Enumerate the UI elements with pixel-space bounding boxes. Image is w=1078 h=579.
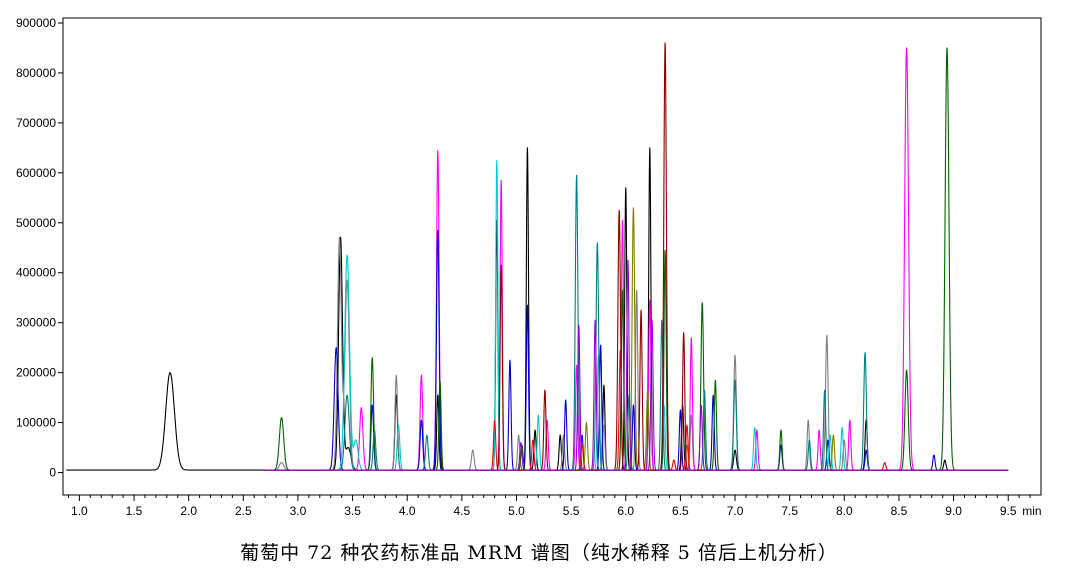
ticks: 0 100000 200000 300000 400000 500000 600000 700… bbox=[16, 16, 1042, 518]
y-tick-label: 800000 bbox=[16, 66, 56, 80]
series-line bbox=[264, 207, 1009, 471]
x-tick-label: 7.0 bbox=[727, 504, 744, 518]
y-tick-label: 300000 bbox=[16, 316, 56, 330]
x-tick-label: 1.5 bbox=[126, 504, 143, 518]
y-tick-label: 700000 bbox=[16, 116, 56, 130]
series-line bbox=[264, 42, 1009, 471]
y-tick-label: 100000 bbox=[16, 416, 56, 430]
x-tick-label: 3.0 bbox=[290, 504, 307, 518]
y-tick-label: 900000 bbox=[16, 16, 56, 30]
y-tick-label: 200000 bbox=[16, 366, 56, 380]
x-tick-label: 5.5 bbox=[563, 504, 580, 518]
chart-title: 葡萄中 72 种农药标准品 MRM 谱图（纯水稀释 5 倍后上机分析） bbox=[240, 542, 838, 564]
x-tick-label: 9.5 bbox=[1000, 504, 1017, 518]
x-tick-label: 5.0 bbox=[508, 504, 525, 518]
x-tick-label: 4.0 bbox=[399, 504, 416, 518]
series-line bbox=[264, 47, 1009, 471]
series-line bbox=[264, 236, 1009, 471]
series-line bbox=[264, 229, 1009, 471]
traces bbox=[65, 42, 1009, 471]
x-tick-label: 7.5 bbox=[781, 504, 798, 518]
x-tick-label: 1.0 bbox=[71, 504, 88, 518]
x-tick-label: 6.0 bbox=[617, 504, 634, 518]
x-tick-label: 9.0 bbox=[945, 504, 962, 518]
x-tick-label: 4.5 bbox=[454, 504, 471, 518]
axes bbox=[62, 17, 1042, 496]
series-line bbox=[264, 174, 1009, 471]
plot-frame bbox=[62, 17, 1042, 496]
series-line bbox=[264, 259, 1009, 471]
x-tick-label: 8.5 bbox=[891, 504, 908, 518]
y-tick-label: 500000 bbox=[16, 216, 56, 230]
x-tick-label: 2.5 bbox=[235, 504, 252, 518]
x-unit-label: min bbox=[1022, 504, 1041, 518]
y-tick-label: 600000 bbox=[16, 166, 56, 180]
series-line bbox=[264, 47, 1009, 471]
y-tick-label: 0 bbox=[49, 466, 56, 480]
series-line bbox=[264, 159, 1009, 471]
x-tick-label: 2.0 bbox=[180, 504, 197, 518]
x-tick-label: 6.5 bbox=[672, 504, 689, 518]
x-tick-label: 3.5 bbox=[344, 504, 361, 518]
x-tick-label: 8.0 bbox=[836, 504, 853, 518]
y-tick-label: 400000 bbox=[16, 266, 56, 280]
